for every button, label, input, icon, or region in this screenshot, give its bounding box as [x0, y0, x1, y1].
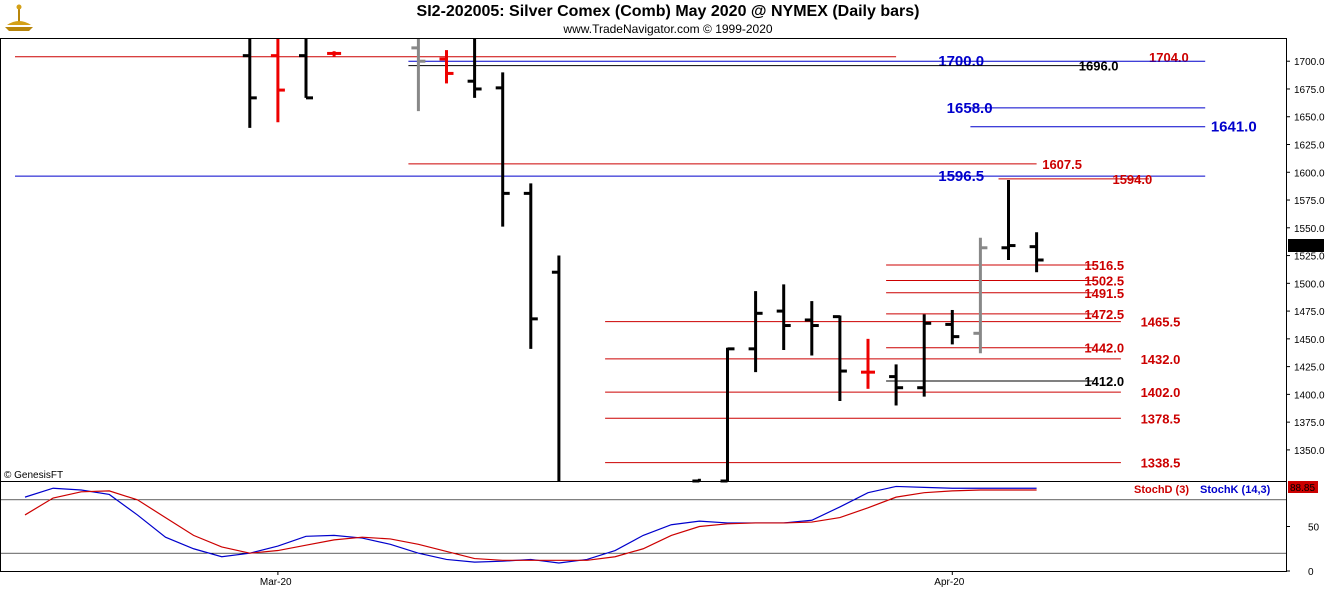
ohlc-bar	[270, 39, 285, 123]
ohlc-bar	[692, 478, 701, 483]
price-level-label: 1594.0	[1112, 172, 1152, 187]
chart-header: SI2-202005: Silver Comex (Comb) May 2020…	[0, 0, 1336, 38]
chart-subtitle: www.TradeNavigator.com © 1999-2020	[563, 22, 773, 36]
stoch-last-badge: 88.85	[1288, 481, 1318, 494]
price-level-label: 1465.5	[1141, 315, 1181, 330]
ohlc-bar	[551, 255, 561, 481]
legend-stochk: StochK (14,3)	[1200, 484, 1271, 496]
copyright-label: © GenesisFT	[4, 470, 63, 481]
ohlc-bar	[804, 301, 819, 356]
price-level-label: 1700.0	[938, 53, 984, 70]
ohlc-bar	[861, 338, 875, 389]
stoch-series-line	[24, 485, 1037, 564]
price-tick-label: 1650.0	[1294, 113, 1325, 124]
price-tick-label: 1675.0	[1294, 85, 1325, 96]
stoch-tick-label: 0	[1308, 567, 1314, 578]
ohlc-bar	[832, 315, 847, 402]
price-tick-label: 1575.0	[1294, 196, 1325, 207]
price-tick-label: 1375.0	[1294, 418, 1325, 429]
ohlc-bar	[242, 39, 257, 128]
ohlc-bar	[467, 39, 482, 98]
price-level-label: 1696.0	[1079, 59, 1119, 74]
ohlc-bar	[523, 183, 538, 349]
stoch-last-value: 88.85	[1290, 483, 1315, 494]
ohlc-bar	[945, 309, 960, 345]
ohlc-bar	[495, 72, 510, 227]
genesis-logo-icon	[3, 3, 35, 33]
price-level-label: 1516.5	[1084, 258, 1124, 273]
price-level-label: 1704.0	[1149, 50, 1189, 65]
price-level-label: 1641.0	[1211, 119, 1257, 136]
stoch-panel-frame	[0, 481, 1287, 572]
price-level-label: 1472.5	[1084, 307, 1124, 322]
ohlc-bar	[748, 291, 763, 373]
price-level-label: 1502.5	[1084, 274, 1124, 289]
price-tick-label: 1350.0	[1294, 446, 1325, 457]
ohlc-bar	[1029, 232, 1044, 273]
ohlc-bar	[720, 347, 735, 483]
price-level-label: 1378.5	[1141, 411, 1181, 426]
price-levels: 1704.0 1700.0 1696.0 1658.0 1641.0 1607.5 1596…	[15, 50, 1257, 471]
chart-title: SI2-202005: Silver Comex (Comb) May 2020…	[416, 3, 920, 20]
last-price-value: 1520.5	[1290, 241, 1321, 252]
ohlc-bar	[299, 39, 313, 100]
stoch-series-line	[24, 489, 1037, 561]
date-axis: Mar-20 Apr-20	[260, 571, 965, 588]
price-tick-label: 1700.0	[1294, 57, 1325, 68]
price-level-label: 1596.5	[938, 168, 984, 185]
ohlc-bar	[439, 50, 454, 84]
price-tick-label: 1450.0	[1294, 335, 1325, 346]
ohlc-bar	[327, 51, 342, 57]
price-level-label: 1607.5	[1042, 157, 1082, 172]
price-tick-label: 1600.0	[1294, 168, 1325, 179]
date-tick-label: Apr-20	[934, 577, 964, 588]
price-level-label: 1658.0	[947, 100, 993, 117]
ohlc-bars	[242, 39, 1044, 483]
price-level-label: 1491.5	[1084, 286, 1124, 301]
stoch-tick-label: 50	[1308, 523, 1320, 534]
price-tick-label: 1550.0	[1294, 224, 1325, 235]
last-price-badge: 1520.5	[1288, 239, 1324, 252]
ohlc-bar	[889, 364, 904, 406]
price-y-axis: 1350.0 1375.0 1400.0 1425.0 1450.0 1475.0 1500…	[1286, 57, 1325, 457]
price-tick-label: 1400.0	[1294, 390, 1325, 401]
ohlc-bar	[973, 237, 988, 354]
price-tick-label: 1475.0	[1294, 307, 1325, 318]
date-tick-label: Mar-20	[260, 577, 292, 588]
legend-stochd: StochD (3)	[1134, 484, 1189, 496]
ohlc-bar	[776, 284, 791, 350]
price-tick-label: 1500.0	[1294, 279, 1325, 290]
price-level-label: 1412.0	[1084, 374, 1124, 389]
price-tick-label: 1625.0	[1294, 141, 1325, 152]
price-level-label: 1338.5	[1141, 456, 1181, 471]
price-tick-label: 1525.0	[1294, 252, 1325, 263]
price-tick-label: 1425.0	[1294, 363, 1325, 374]
price-level-label: 1402.0	[1141, 385, 1181, 400]
ohlc-bar	[411, 39, 426, 112]
stochastic-panel: 0 50	[0, 485, 1320, 578]
price-level-label: 1442.0	[1084, 341, 1124, 356]
ohlc-bar	[1001, 180, 1016, 260]
ohlc-bar	[917, 314, 932, 397]
price-level-label: 1432.0	[1141, 352, 1181, 367]
